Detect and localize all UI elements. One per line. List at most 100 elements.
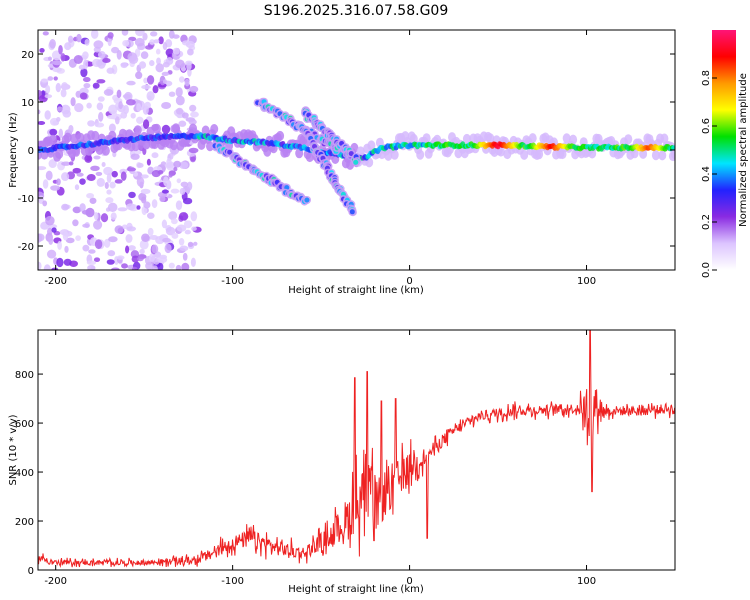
spectrogram-cell	[107, 250, 116, 257]
spectrogram-cell	[49, 38, 56, 49]
spectrogram-cell	[179, 245, 189, 252]
spectrogram-cell	[62, 230, 69, 241]
spectrogram-y-tick-label: -20	[18, 242, 34, 253]
spectrogram-cell	[64, 42, 72, 51]
spectrogram-cell	[116, 89, 122, 99]
spectrogram-cell	[68, 125, 74, 133]
spectrogram-cell	[93, 40, 104, 49]
spectrogram-cell	[165, 48, 174, 57]
spectrogram-cell	[84, 39, 90, 46]
colorbar-tick-label: 0.8	[701, 70, 712, 86]
spectrogram-cell	[161, 219, 168, 229]
spectrogram-cell	[76, 172, 84, 177]
spectrogram-cell	[45, 170, 53, 181]
spectrogram-cell	[38, 261, 42, 270]
spectrogram-cell	[172, 47, 180, 55]
spectrogram-cell	[139, 248, 145, 255]
spectrogram-cell	[569, 134, 578, 145]
spectrogram-cell	[106, 173, 112, 184]
spectrogram-cell	[185, 40, 195, 49]
spectrogram-cell	[51, 267, 59, 270]
spectrogram-cell	[114, 179, 123, 184]
spectrogram-cell	[107, 202, 118, 213]
spectrogram-cell	[416, 149, 425, 160]
spectrogram-cell	[101, 161, 106, 168]
spectrogram-cell	[90, 30, 99, 39]
spectrogram-cell	[82, 77, 91, 83]
spectrogram-cell	[151, 170, 161, 178]
spectrogram-cell	[168, 211, 178, 221]
spectrogram-cell	[139, 239, 149, 250]
spectrogram-cell	[63, 132, 72, 143]
spectrogram-cell	[164, 243, 172, 254]
spectrogram-cell	[147, 212, 155, 219]
spectrogram-cell	[148, 253, 156, 262]
spectrogram-cell	[136, 116, 144, 124]
spectrogram-cell	[187, 48, 194, 56]
spectrogram-cell	[143, 201, 151, 209]
spectrogram-cell	[56, 117, 61, 122]
spectrogram-cell	[157, 83, 167, 88]
spectrogram-cell	[140, 51, 149, 59]
spectrogram-cell	[53, 76, 58, 81]
colorbar-tick-label: 0.0	[701, 262, 712, 278]
spectrogram-cell	[38, 120, 46, 126]
spectrogram-cell	[162, 42, 168, 51]
spectrogram-cell	[105, 197, 114, 204]
spectrogram-cell	[147, 227, 154, 236]
spectrogram-cell	[176, 178, 182, 184]
spectrogram-cell	[175, 87, 183, 97]
spectrogram-cell	[87, 264, 96, 270]
spectrogram-cell	[86, 192, 95, 199]
spectrogram-cell	[188, 119, 197, 125]
spectrogram-cell	[57, 240, 63, 250]
spectrogram-cell	[152, 123, 161, 134]
spectrogram-cell	[186, 62, 192, 71]
spectrogram-cell	[179, 187, 186, 195]
spectrogram-cell	[175, 95, 185, 106]
spectrogram-cell	[187, 241, 194, 248]
spectrogram-cell	[184, 229, 191, 235]
spectrogram-cell	[49, 128, 58, 136]
spectrogram-cell	[155, 48, 161, 55]
spectrogram-cell	[155, 236, 165, 245]
spectrogram-y-label: Frequency (Hz)	[8, 112, 19, 188]
spectrogram-cell	[102, 58, 111, 63]
spectrogram-cell	[486, 133, 495, 144]
spectrogram-x-tick-label: -100	[221, 276, 244, 287]
spectrogram-cell	[44, 94, 53, 99]
spectrogram-cell	[161, 189, 169, 194]
spectrogram-cell	[114, 116, 120, 125]
spectrogram-cell	[169, 140, 178, 151]
spectrogram-cell	[86, 102, 92, 109]
spectrogram-cell	[136, 162, 144, 168]
spectrogram-cell	[660, 133, 669, 144]
spectrogram-cell	[48, 236, 54, 245]
spectrogram-cell	[130, 112, 136, 119]
spectrogram-cell	[94, 239, 103, 250]
spectrogram-cell	[84, 154, 93, 163]
spectrogram-cell	[190, 211, 198, 222]
spectrogram-cell	[131, 141, 140, 152]
spectrogram-cell	[39, 48, 45, 53]
spectrogram-cell	[103, 166, 113, 176]
spectrogram-cell	[175, 107, 184, 115]
spectrogram-cell	[56, 257, 64, 268]
spectrogram-cell	[152, 85, 159, 94]
snr-panel: -200 -100 0 100 0 200 400 600 800 Height of str…	[8, 329, 676, 595]
spectrogram-cell	[93, 257, 101, 263]
spectrogram-cell	[189, 85, 199, 93]
spectrogram-cell	[127, 245, 136, 251]
spectrogram-cell	[94, 122, 105, 128]
spectrogram-cell	[106, 114, 117, 120]
spectrogram-cell	[562, 133, 571, 144]
spectrogram-cell	[128, 191, 136, 199]
spectrogram-cell	[96, 102, 104, 111]
spectrogram-cell	[305, 152, 314, 163]
spectrogram-cell	[96, 177, 105, 187]
spectrogram-cell	[101, 145, 110, 156]
spectrogram-y-tick-label: 10	[21, 98, 34, 109]
spectrogram-cell	[173, 166, 178, 172]
spectrogram-cell	[462, 133, 471, 144]
